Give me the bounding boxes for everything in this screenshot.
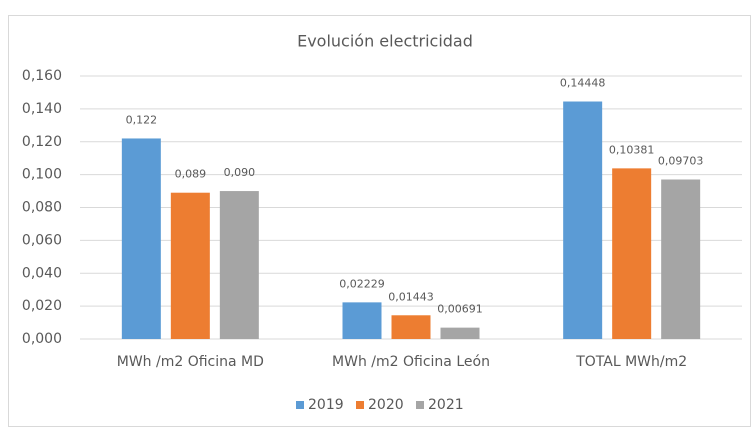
chart-title: Evolución electricidad [297, 32, 473, 51]
data-label: 0,00691 [437, 303, 483, 316]
y-tick-label: 0,020 [22, 298, 62, 314]
y-tick-label: 0,120 [22, 134, 62, 150]
legend-label: 2019 [308, 397, 344, 413]
x-tick-label: MWh /m2 Oficina León [332, 354, 490, 370]
legend-swatch [356, 401, 364, 409]
bar [219, 191, 259, 339]
data-label: 0,09703 [658, 155, 704, 168]
y-tick-label: 0,000 [22, 331, 62, 347]
legend-label: 2021 [428, 397, 464, 413]
y-tick-label: 0,080 [22, 200, 62, 216]
bar [440, 327, 480, 339]
data-label: 0,122 [126, 113, 158, 126]
bar [612, 168, 652, 339]
data-label: 0,10381 [609, 143, 655, 156]
data-label: 0,01443 [388, 290, 434, 303]
data-label: 0,14448 [560, 77, 606, 90]
y-tick-label: 0,160 [22, 68, 62, 84]
bar [121, 138, 161, 339]
data-label: 0,090 [224, 166, 256, 179]
bar [563, 101, 603, 339]
y-tick-label: 0,040 [22, 265, 62, 281]
bar [661, 179, 701, 339]
legend-swatch [296, 401, 304, 409]
legend-label: 2020 [368, 397, 404, 413]
y-tick-label: 0,140 [22, 101, 62, 117]
data-label: 0,02229 [339, 277, 385, 290]
legend-swatch [416, 401, 424, 409]
x-tick-label: MWh /m2 Oficina MD [117, 354, 264, 370]
bar [391, 315, 431, 339]
bar [170, 192, 210, 339]
bar [342, 302, 382, 339]
y-tick-label: 0,100 [22, 167, 62, 183]
y-tick-label: 0,060 [22, 232, 62, 248]
data-label: 0,089 [175, 168, 207, 181]
x-tick-label: TOTAL MWh/m2 [575, 354, 687, 370]
